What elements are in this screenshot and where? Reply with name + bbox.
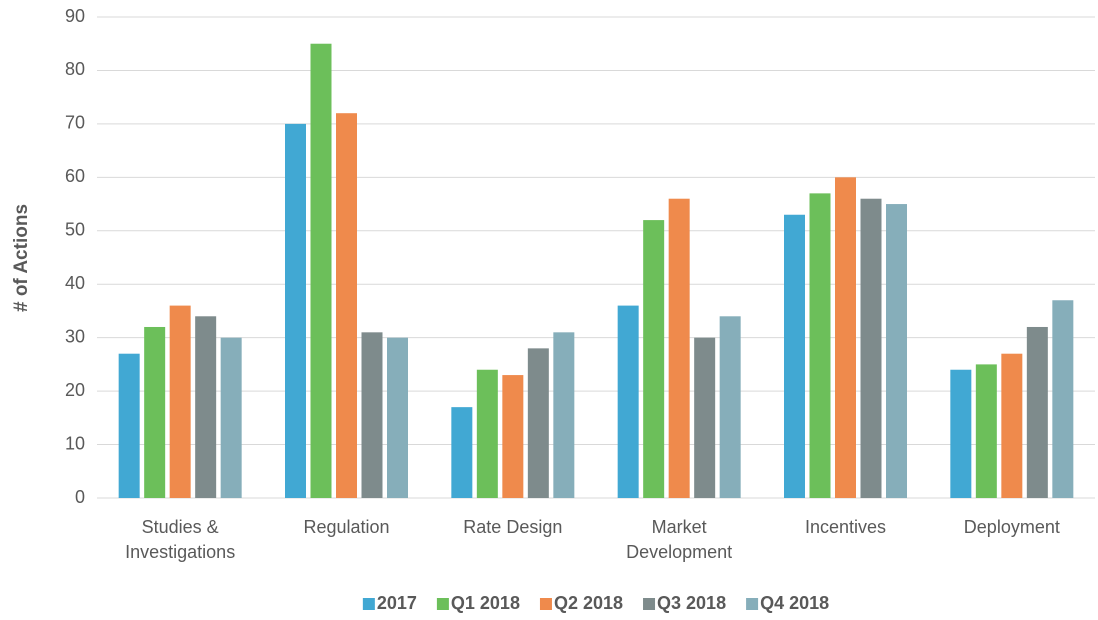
x-tick-label: Studies & Investigations [125,517,235,562]
bar [169,305,191,498]
bar [668,198,690,498]
bar [220,337,242,498]
bar [617,305,639,498]
bar [118,353,140,498]
bar [476,369,498,498]
legend-label: Q4 2018 [760,593,829,613]
y-tick-label: 10 [65,433,85,453]
y-axis-label: # of Actions [11,204,32,312]
bar [310,43,332,498]
bar [694,337,716,498]
bar [1001,353,1023,498]
bar [451,407,473,498]
y-tick-label: 50 [65,220,85,240]
x-tick-label: Regulation [303,517,389,537]
bar [502,375,524,498]
bar [144,326,166,498]
bar [975,364,997,498]
bar [1052,300,1074,498]
x-tick-label: Deployment [964,517,1060,537]
legend-swatch [436,598,449,610]
bar [809,193,831,498]
bar [361,332,383,498]
legend-swatch [643,598,656,610]
y-tick-label: 30 [65,326,85,346]
bar [195,316,217,498]
bar [950,369,972,498]
legend-swatch [362,598,375,610]
bar [553,332,575,498]
y-tick-label: 40 [65,273,85,293]
y-tick-label: 20 [65,380,85,400]
bar [719,316,741,498]
x-tick-label: Rate Design [463,517,562,537]
bar [387,337,408,498]
legend-label: Q3 2018 [657,593,726,613]
legend: 2017 Q1 2018 Q2 2018 Q3 2018 Q4 2018 [362,593,829,613]
y-tick-label: 60 [65,166,85,186]
bar [643,220,665,499]
bar [285,123,306,498]
legend-swatch [746,598,759,610]
y-tick-label: 80 [65,59,85,79]
bar [860,198,882,498]
x-tick-label: Incentives [805,517,886,537]
bar [784,214,805,498]
y-tick-label: 70 [65,113,85,133]
bar [1026,326,1048,498]
legend-label: Q2 2018 [554,593,623,613]
bar [527,348,549,498]
y-tick-label: 0 [75,487,85,507]
bar [336,113,357,498]
legend-swatch [539,598,552,610]
legend-label: 2017 [377,593,417,613]
bar [835,177,856,499]
y-tick-label: 90 [65,6,85,26]
legend-label: Q1 2018 [451,593,520,613]
bar [886,204,907,499]
x-tick-label: Market Development [626,517,732,562]
